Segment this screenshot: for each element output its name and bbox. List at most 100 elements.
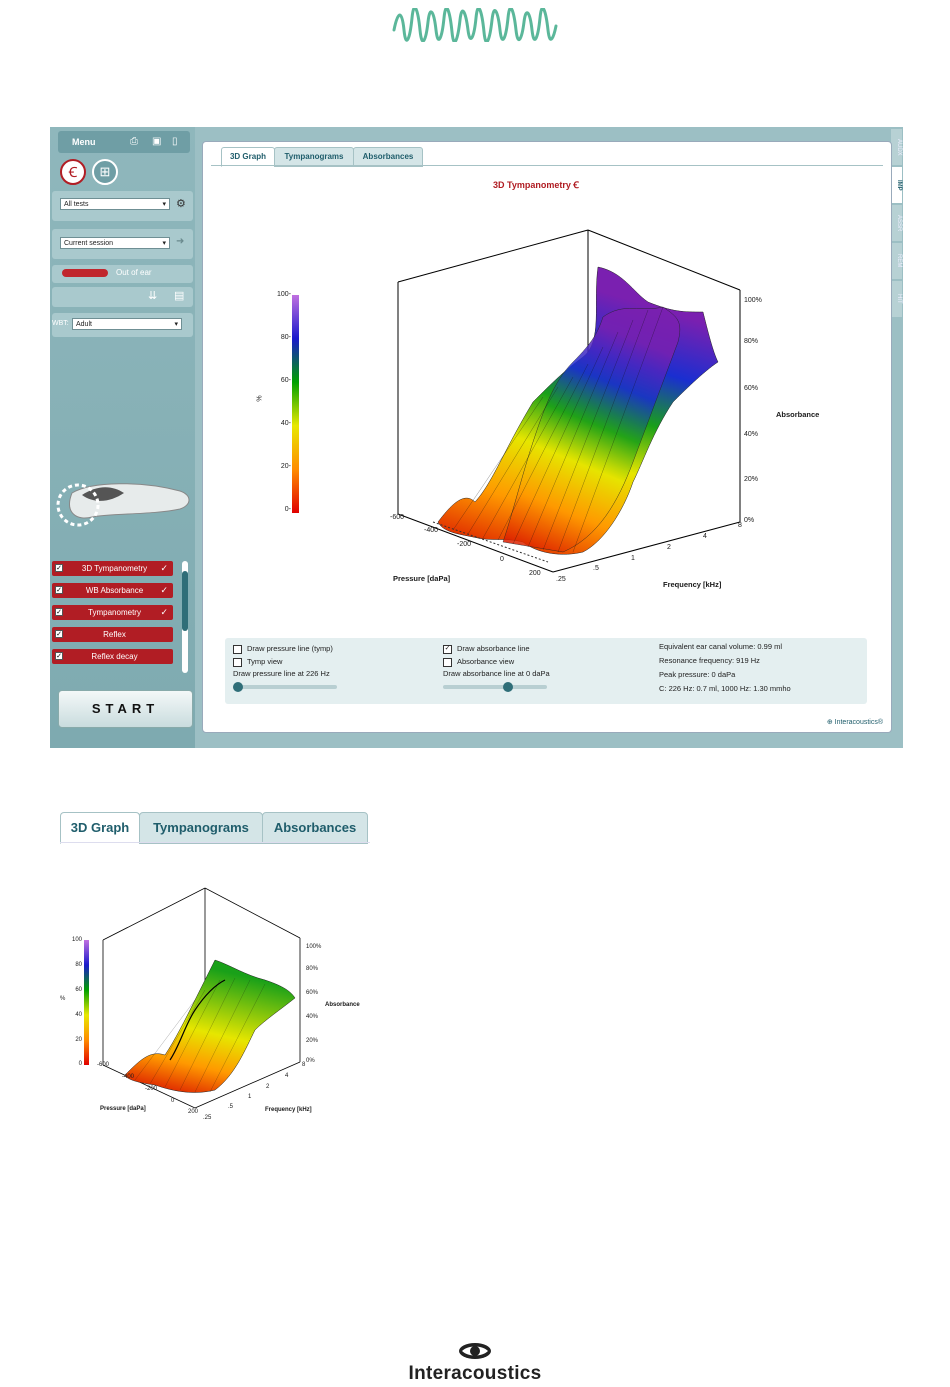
zoom-colorbar-tick: 60: [75, 987, 82, 993]
chevron-down-icon: ▾: [162, 240, 166, 247]
zoom-colorbar-tick: 80: [75, 962, 82, 968]
frequency-axis-label: Frequency [kHz]: [663, 580, 722, 589]
absorbance-slider-thumb[interactable]: [503, 682, 513, 692]
toolbar-box: ⇊ ▤: [52, 287, 193, 307]
colorbar-tick: 0-: [284, 506, 291, 513]
test-filter-select[interactable]: All tests ▾: [60, 198, 170, 210]
zoom-absorbance-tick: 40%: [306, 1014, 319, 1020]
wbt-select[interactable]: Adult ▾: [72, 318, 182, 330]
absorbance-view-label: Absorbance view: [457, 657, 515, 666]
test-checkbox[interactable]: ✓: [55, 652, 63, 660]
frequency-tick: .5: [593, 565, 599, 572]
colorbar-tick: 20-: [280, 463, 291, 470]
zoom-absorbance-tick: 20%: [306, 1038, 319, 1044]
probe-status-text: Out of ear: [116, 268, 152, 277]
session-value: Current session: [64, 240, 114, 247]
save-icon[interactable]: ▣: [152, 136, 162, 147]
draw-absorbance-line-checkbox[interactable]: ✓: [443, 645, 452, 654]
pin-icon[interactable]: ➜: [176, 236, 185, 247]
pressure-tick: -200: [457, 541, 472, 548]
probe-image: [56, 483, 190, 527]
report-icon[interactable]: ▤: [174, 290, 185, 302]
menu-label[interactable]: Menu: [72, 137, 96, 147]
tymp-view-label: Tymp view: [247, 657, 283, 666]
binaural-icon[interactable]: ⊞: [92, 159, 118, 185]
graph-3d: [292, 229, 741, 573]
options-panel: Draw pressure line (tymp) Tymp view Draw…: [225, 638, 867, 704]
test-list-scrollbar[interactable]: [182, 561, 188, 673]
absorbance-slider[interactable]: [443, 682, 547, 692]
result-resonance: Resonance frequency: 919 Hz: [659, 656, 760, 665]
draw-absorbance-at-label: Draw absorbance line at 0 daPa: [443, 669, 550, 678]
wave-logo: [392, 8, 558, 42]
zoom-tab-tympanograms[interactable]: Tympanograms: [139, 812, 263, 844]
zoom-pressure-tick: 200: [188, 1109, 199, 1115]
graph-title-text: 3D Tympanometry: [493, 180, 571, 190]
add-test-icon[interactable]: ⇊: [148, 290, 158, 302]
absorbance-axis-ticks: 100% 80% 60% 40% 20% 0%: [744, 292, 784, 532]
draw-pressure-line-checkbox[interactable]: [233, 645, 242, 654]
zoom-absorbance-tick: 60%: [306, 990, 319, 996]
side-tab-assr[interactable]: ASSR: [891, 205, 902, 241]
pressure-axis-label: Pressure [daPa]: [393, 574, 451, 583]
absorbance-view-checkbox[interactable]: [443, 658, 452, 667]
tymp-view-checkbox[interactable]: [233, 658, 242, 667]
absorbance-axis-label: Absorbance: [776, 410, 820, 419]
colorbar-tick: 80-: [280, 334, 291, 341]
menu-bar[interactable]: Menu ⎙ ▣ ▯: [58, 131, 190, 153]
test-item-reflex-decay[interactable]: ✓ Reflex decay: [52, 649, 173, 664]
test-checkbox[interactable]: ✓: [55, 564, 63, 572]
zoom-colorbar-tick: 20: [75, 1037, 82, 1043]
zoom-colorbar-label: %: [60, 996, 66, 1002]
pressure-slider[interactable]: [233, 682, 337, 692]
frequency-tick: 2: [667, 544, 671, 551]
test-checkbox[interactable]: ✓: [55, 630, 63, 638]
side-tab-hit[interactable]: HIT: [891, 281, 902, 317]
frequency-tick: 4: [703, 533, 707, 540]
zoom-pressure-tick: -400: [122, 1074, 135, 1080]
probe-status-indicator: [62, 269, 108, 277]
zoom-absorbance-tick: 80%: [306, 966, 319, 972]
zoom-tab-3d-graph[interactable]: 3D Graph: [60, 812, 140, 844]
colorbar: [292, 295, 299, 513]
frequency-tick: .25: [556, 576, 566, 583]
session-select[interactable]: Current session ▾: [60, 237, 170, 249]
zoom-frequency-tick: .25: [203, 1115, 212, 1121]
zoom-absorbance-line: [169, 979, 226, 1061]
zoom-tab-absorbances[interactable]: Absorbances: [262, 812, 368, 844]
tab-absorbances[interactable]: Absorbances: [353, 147, 423, 167]
pressure-slider-thumb[interactable]: [233, 682, 243, 692]
absorbance-tick: 80%: [744, 338, 759, 345]
zoom-colorbar: [84, 940, 89, 1065]
test-checkbox[interactable]: ✓: [55, 608, 63, 616]
tab-underline: [211, 165, 883, 166]
test-checkbox[interactable]: ✓: [55, 586, 63, 594]
zoom-absorbance-ticks: 100% 80% 60% 40% 20% 0%: [306, 944, 336, 1069]
side-tab-audx[interactable]: AUDX: [891, 129, 902, 165]
interacoustics-logo-icon: [459, 1343, 491, 1359]
left-panel: Menu ⎙ ▣ ▯ Ꞓ ⊞ All tests ▾ ⚙ Current sess…: [50, 127, 195, 748]
zoom-colorbar-ticks: 100 80 60 40 20 0: [66, 937, 82, 1072]
absorbance-line-floor: [432, 521, 549, 563]
exit-icon[interactable]: ▯: [172, 136, 178, 147]
chevron-down-icon: ▾: [162, 201, 166, 208]
pressure-tick: -600: [390, 514, 405, 521]
test-item-tympanometry[interactable]: ✓ Tympanometry ✓: [52, 605, 173, 620]
side-tab-imp[interactable]: IMP: [891, 167, 902, 203]
ear-right-icon[interactable]: Ꞓ: [60, 159, 86, 185]
frequency-tick: 1: [631, 555, 635, 562]
test-list: ✓ 3D Tympanometry ✓ ✓ WB Absorbance ✓ ✓ Tympa…: [50, 557, 195, 677]
scrollbar-thumb[interactable]: [182, 571, 188, 631]
start-button[interactable]: START: [58, 690, 193, 728]
colorbar-label: %: [256, 395, 264, 402]
test-item-wb-absorbance[interactable]: ✓ WB Absorbance ✓: [52, 583, 173, 598]
absorbance-tick: 0%: [744, 517, 755, 524]
footer-logo: Interacoustics: [395, 1342, 555, 1385]
settings-gear-icon[interactable]: ⚙: [176, 198, 186, 210]
app-window: Menu ⎙ ▣ ▯ Ꞓ ⊞ All tests ▾ ⚙ Current sess…: [50, 127, 903, 748]
test-item-reflex[interactable]: ✓ Reflex: [52, 627, 173, 642]
print-icon[interactable]: ⎙: [130, 136, 138, 147]
side-tab-rem[interactable]: REM: [891, 243, 902, 279]
test-item-3d-tympanometry[interactable]: ✓ 3D Tympanometry ✓: [52, 561, 173, 576]
ear-icon: Ꞓ: [573, 180, 579, 190]
